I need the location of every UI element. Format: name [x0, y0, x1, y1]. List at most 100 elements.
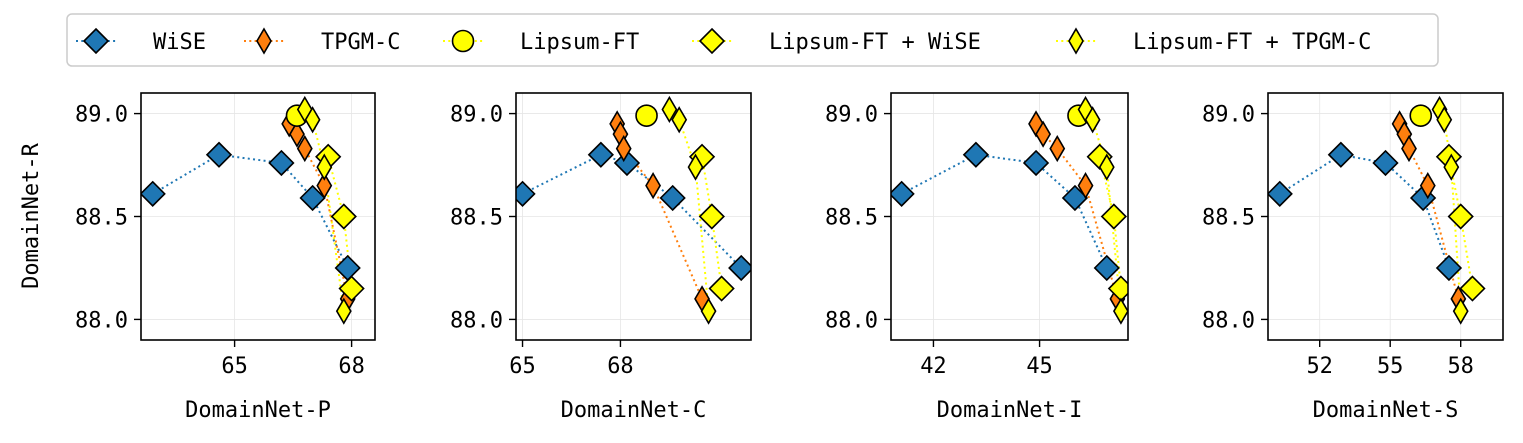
data-point-lipsum-ft [1409, 104, 1433, 127]
series-markers [891, 95, 1128, 325]
panel-domainnet-s: 52 55 58 88.0 88.5 89.0 DomainNet-S [1202, 92, 1504, 423]
legend-label: Lipsum-FT + WiSE [769, 30, 981, 55]
legend-marker [1068, 27, 1084, 55]
y-tick-label: 89.0 [75, 103, 128, 128]
x-axis-label: DomainNet-S [1313, 398, 1459, 423]
x-tick-label: 65 [509, 354, 536, 379]
legend-item-wise: WiSE [76, 27, 206, 55]
data-point-lipsum-ft-wise [708, 275, 735, 302]
x-tick-label: 68 [338, 354, 365, 379]
series-line-tpgm-c [1398, 123, 1460, 300]
y-tick-label: 88.0 [75, 308, 128, 333]
data-point-lipsum-ft-wise [338, 275, 365, 302]
data-point-wise [268, 149, 295, 177]
data-point-lipsum-ft-tpgm-c [1098, 153, 1115, 181]
data-point-tpgm-c [316, 172, 333, 200]
data-point-lipsum-ft-wise [330, 203, 357, 230]
data-point-lipsum-ft-tpgm-c [335, 297, 352, 325]
legend-label: Lipsum-FT [520, 30, 639, 55]
data-point-lipsum-ft-wise [698, 203, 725, 230]
plot-panels: 65 68 88.0 88.5 89.0 DomainNet-P 65 68 88.0 88.5 8… [75, 92, 1504, 423]
data-point-wise [962, 141, 990, 168]
x-tick-label: 52 [1306, 354, 1333, 379]
x-axis-label: DomainNet-I [937, 398, 1083, 423]
data-point-tpgm-c [1419, 172, 1436, 200]
x-axis-label: DomainNet-C [561, 398, 707, 423]
panel-domainnet-c: 65 68 88.0 88.5 89.0 DomainNet-C [450, 92, 752, 423]
data-point-tpgm-c [1035, 120, 1052, 148]
legend-item-lipsum-ft-tpgm-c: Lipsum-FT + TPGM-C [1056, 27, 1371, 55]
data-point-wise [587, 141, 614, 168]
data-point-wise [1093, 254, 1120, 282]
legend-marker [698, 27, 726, 55]
x-tick-label: 58 [1447, 354, 1474, 379]
series-markers [516, 95, 751, 325]
data-point-wise [205, 141, 233, 168]
y-tick-label: 88.5 [825, 206, 878, 231]
data-point-wise [141, 180, 166, 207]
data-point-wise [659, 184, 686, 212]
data-point-lipsum-ft [635, 104, 658, 127]
legend-marker [82, 27, 110, 55]
series-markers [141, 95, 365, 325]
data-point-lipsum-ft-tpgm-c [1436, 106, 1453, 134]
x-tick-label: 65 [221, 354, 248, 379]
legend-frame [66, 13, 1439, 67]
data-point-tpgm-c [645, 172, 662, 200]
y-tick-label: 88.5 [1202, 206, 1255, 231]
data-point-lipsum-ft-wise [1459, 275, 1486, 302]
data-point-lipsum-ft-tpgm-c [671, 106, 688, 134]
data-point-lipsum-ft-tpgm-c [661, 95, 678, 124]
data-point-wise [1268, 180, 1293, 207]
data-point-wise [1022, 149, 1050, 177]
y-tick-label: 88.0 [450, 308, 503, 333]
data-point-wise [1372, 149, 1399, 177]
data-point-tpgm-c [1077, 172, 1094, 200]
y-tick-label: 89.0 [450, 103, 503, 128]
data-point-lipsum-ft-tpgm-c [1452, 297, 1469, 325]
panel-domainnet-p: 65 68 88.0 88.5 89.0 DomainNet-P [75, 92, 376, 423]
x-tick-label: 55 [1377, 354, 1404, 379]
x-tick-label: 42 [920, 354, 947, 379]
series-markers [1268, 95, 1486, 325]
data-point-tpgm-c [296, 134, 313, 163]
data-point-wise [516, 180, 536, 207]
x-tick-label: 68 [607, 354, 634, 379]
data-point-lipsum-ft-tpgm-c [1084, 106, 1101, 134]
data-point-lipsum-ft-wise [1100, 203, 1127, 230]
data-point-tpgm-c [289, 120, 305, 148]
legend-item-lipsum-ft: Lipsum-FT [443, 29, 639, 55]
data-point-wise [1435, 254, 1463, 282]
data-point-lipsum-ft-tpgm-c [1112, 297, 1128, 325]
legend-item-tpgm-c: TPGM-C [244, 27, 400, 55]
legend-item-lipsum-ft-wise: Lipsum-FT + WiSE [692, 27, 981, 55]
legend-label: WiSE [153, 30, 206, 55]
data-point-tpgm-c [1049, 134, 1066, 163]
x-axis-label: DomainNet-P [185, 398, 331, 423]
panel-domainnet-i: 42 45 88.0 88.5 89.0 DomainNet-I [825, 92, 1129, 423]
y-axis-label: DomainNet-R [19, 142, 44, 288]
gridlines [1268, 93, 1503, 340]
legend: WiSE TPGM-C Lipsum-FT Lipsum-FT + WiSE Lipsu… [66, 13, 1439, 67]
legend-label: Lipsum-FT + TPGM-C [1133, 30, 1371, 55]
data-point-lipsum-ft-tpgm-c [304, 106, 321, 134]
legend-marker [256, 27, 272, 55]
data-point-lipsum-ft-tpgm-c [687, 153, 704, 181]
y-tick-label: 89.0 [825, 103, 878, 128]
data-point-lipsum-ft-wise [1447, 203, 1474, 230]
data-point-wise [891, 180, 915, 207]
series-line-wise [522, 153, 742, 269]
data-point-lipsum-ft-tpgm-c [316, 153, 333, 181]
series-line-wise [152, 153, 349, 269]
x-tick-label: 45 [1026, 354, 1053, 379]
y-tick-label: 88.5 [450, 206, 503, 231]
y-tick-label: 88.0 [1202, 308, 1255, 333]
y-tick-label: 88.0 [825, 308, 878, 333]
legend-marker [451, 29, 475, 53]
y-tick-label: 88.5 [75, 206, 128, 231]
data-point-tpgm-c [615, 134, 632, 163]
legend-label: TPGM-C [321, 30, 400, 55]
data-point-lipsum-ft-tpgm-c [1443, 153, 1460, 181]
data-point-wise [1327, 141, 1354, 168]
